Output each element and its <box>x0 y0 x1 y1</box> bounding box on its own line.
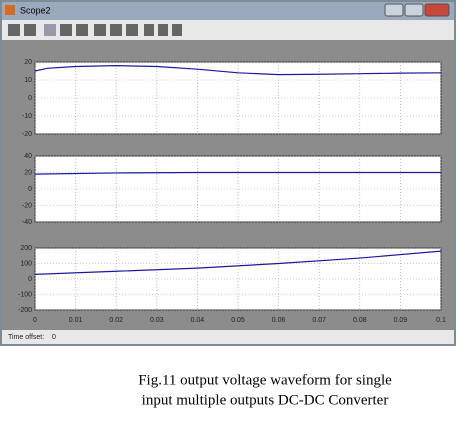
caption-line: Fig.11 output voltage waveform for singl… <box>138 372 392 388</box>
time-offset-value: 0 <box>52 334 56 341</box>
window-title: Scope2 <box>20 5 51 15</box>
y-tick-label: 100 <box>20 260 32 267</box>
signal-line <box>34 64 442 76</box>
caption-line: input multiple outputs DC-DC Converter <box>142 392 389 408</box>
y-tick-label: 20 <box>24 59 32 66</box>
params-button[interactable] <box>24 24 36 36</box>
x-tick-label: 0.01 <box>69 317 83 324</box>
lock-button[interactable] <box>158 24 168 36</box>
select-button[interactable] <box>172 24 182 36</box>
y-tick-label: -10 <box>22 113 32 120</box>
zoom-button[interactable] <box>44 24 56 36</box>
save-axes-button[interactable] <box>110 24 122 36</box>
y-tick-label: 20 <box>24 169 32 176</box>
toolbar-buttons <box>8 24 182 36</box>
y-tick-label: 0 <box>28 95 32 102</box>
x-tick-label: 0.1 <box>436 317 446 324</box>
y-tick-label: -20 <box>22 131 32 138</box>
x-tick-label: 0.03 <box>150 317 164 324</box>
maximize-button[interactable] <box>404 3 424 17</box>
close-button[interactable] <box>424 3 450 17</box>
status-bar <box>2 330 454 344</box>
x-tick-label: 0.02 <box>109 317 123 324</box>
y-tick-label: -200 <box>18 307 32 314</box>
y-tick-label: 10 <box>24 77 32 84</box>
x-tick-label: 0 <box>33 317 37 324</box>
x-tick-label: 0.04 <box>191 317 205 324</box>
window-icon <box>5 5 15 15</box>
time-offset-label: Time offset: <box>8 334 44 341</box>
x-tick-label: 0.07 <box>312 317 326 324</box>
y-tick-label: 40 <box>24 153 32 160</box>
y-tick-label: -40 <box>22 219 32 226</box>
y-tick-label: -20 <box>22 202 32 209</box>
x-tick-label: 0.06 <box>272 317 286 324</box>
x-tick-label: 0.08 <box>353 317 367 324</box>
signal-line <box>34 171 441 175</box>
zoom-x-button[interactable] <box>60 24 72 36</box>
float-button[interactable] <box>144 24 154 36</box>
y-tick-label: 0 <box>28 276 32 283</box>
minimize-button[interactable] <box>384 3 404 17</box>
x-tick-label: 0.09 <box>394 317 408 324</box>
autoscale-button[interactable] <box>94 24 106 36</box>
y-tick-label: -100 <box>18 291 32 298</box>
zoom-y-button[interactable] <box>76 24 88 36</box>
signal-line <box>34 250 442 275</box>
y-tick-label: 0 <box>28 186 32 193</box>
x-tick-label: 0.05 <box>231 317 245 324</box>
restore-axes-button[interactable] <box>126 24 138 36</box>
y-tick-label: 200 <box>20 245 32 252</box>
print-button[interactable] <box>8 24 20 36</box>
title-bar <box>2 2 454 20</box>
